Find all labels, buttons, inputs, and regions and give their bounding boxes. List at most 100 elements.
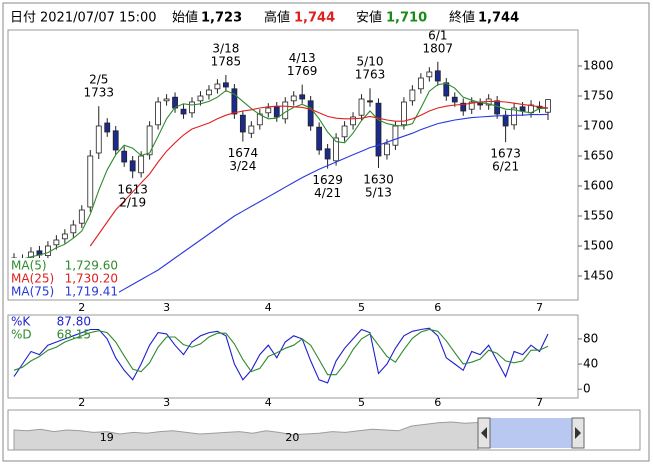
candle-body: [146, 125, 153, 156]
candle-body: [350, 116, 356, 126]
annotation-date: 6/21: [492, 160, 519, 174]
candle-body: [180, 108, 187, 115]
candle-body: [451, 96, 458, 103]
candle-body: [333, 137, 339, 162]
stoch-line: [13, 328, 549, 376]
high-label: 高値: [264, 10, 290, 26]
x-tick-label: 4: [265, 396, 272, 409]
x-tick-label: 6: [434, 301, 441, 314]
ma-line: [115, 113, 549, 295]
x-tick-label: 5: [358, 396, 365, 409]
x-tick-label: 4: [265, 301, 272, 314]
y-tick-label: 1700: [583, 119, 614, 133]
candle-body: [223, 82, 229, 88]
annotation-price: 1673: [490, 147, 521, 161]
candle-body: [214, 83, 221, 90]
annotation-date: 4/21: [314, 186, 341, 200]
candle-body: [375, 102, 382, 157]
legend-name: MA(25): [11, 272, 54, 286]
y-tick-label: 80: [583, 331, 598, 345]
candle-body: [307, 100, 314, 127]
candle-body: [138, 155, 145, 174]
x-tick-label: 6: [434, 396, 441, 409]
candle-body: [417, 77, 424, 90]
candle-body: [409, 89, 416, 102]
candle-body: [163, 98, 170, 102]
candle-body: [239, 114, 246, 133]
candle-body: [206, 89, 212, 96]
legend-name: %D: [11, 328, 32, 342]
candle-body: [468, 101, 475, 110]
legend-value: 68.15: [57, 328, 91, 342]
candle-body: [460, 102, 467, 112]
y-tick-label: 1800: [583, 59, 614, 73]
annotation-date: 4/13: [289, 51, 316, 65]
candle-body: [426, 71, 433, 78]
x-tick-label: 7: [536, 301, 543, 314]
stoch-panel: [7, 314, 579, 399]
legend-value: 1,729.60: [65, 259, 118, 273]
x-tick-label: 7: [536, 396, 543, 409]
y-tick-label: 40: [583, 357, 598, 371]
nav-area: [13, 421, 479, 451]
x-tick-label: 19: [100, 431, 114, 444]
candle-body: [434, 70, 441, 82]
candle-body: [197, 95, 204, 102]
candle-body: [290, 95, 297, 102]
x-tick-label: 3: [163, 396, 170, 409]
annotation-price: 1785: [211, 55, 242, 69]
x-tick-label: 5: [358, 301, 365, 314]
x-tick-label: 3: [163, 301, 170, 314]
annotation-price: 1807: [423, 41, 454, 55]
y-tick-label: 1750: [583, 89, 614, 103]
candle-body: [129, 160, 136, 172]
open-label: 始値: [172, 10, 198, 26]
candle-body: [95, 125, 102, 154]
annotation-date: 3/18: [212, 42, 239, 56]
close-label: 終値: [449, 10, 475, 26]
annotation-price: 1763: [355, 68, 386, 82]
candle-body: [502, 114, 509, 127]
candle-body: [104, 122, 111, 133]
candle-body: [78, 209, 85, 224]
candle-body: [341, 125, 348, 138]
candle-body: [324, 148, 331, 160]
annotation-price: 1733: [83, 86, 114, 100]
candle-body: [155, 101, 161, 126]
ma-line: [89, 100, 549, 247]
candle-body: [519, 106, 526, 112]
legend-value: 1,730.20: [65, 272, 118, 286]
candle-body: [358, 98, 365, 116]
legend-name: MA(5): [11, 259, 47, 273]
legend-name: %K: [11, 315, 31, 329]
annotation-date: 3/24: [229, 159, 256, 173]
main-panel: [7, 29, 579, 301]
annotation-price: 1630: [363, 173, 394, 187]
annotation-date: 5/13: [365, 186, 392, 200]
low: 1,710: [386, 11, 427, 26]
candle-body: [112, 130, 119, 151]
high: 1,744: [294, 11, 335, 26]
candle-body: [401, 101, 407, 126]
y-tick-label: 1500: [583, 239, 614, 253]
candle-body: [231, 88, 238, 115]
candle-body: [87, 155, 94, 208]
date-label: 日付: [10, 11, 36, 26]
candle-body: [299, 94, 306, 100]
candle-body: [248, 125, 255, 134]
y-tick-label: 1600: [583, 179, 614, 193]
ma-line: [13, 82, 549, 262]
nav-arrow: [575, 427, 581, 439]
x-tick-label: 2: [78, 301, 85, 314]
legend-value: 1,719.41: [65, 285, 118, 299]
candle-body: [70, 224, 77, 234]
open: 1,723: [201, 11, 242, 26]
nav-window: [490, 418, 572, 448]
candle-body: [316, 126, 323, 151]
y-tick-label: 0: [583, 382, 591, 396]
legend-box: [9, 258, 119, 299]
candle-body: [443, 82, 450, 97]
candle-body: [121, 150, 128, 163]
nav-arrow: [481, 427, 487, 439]
